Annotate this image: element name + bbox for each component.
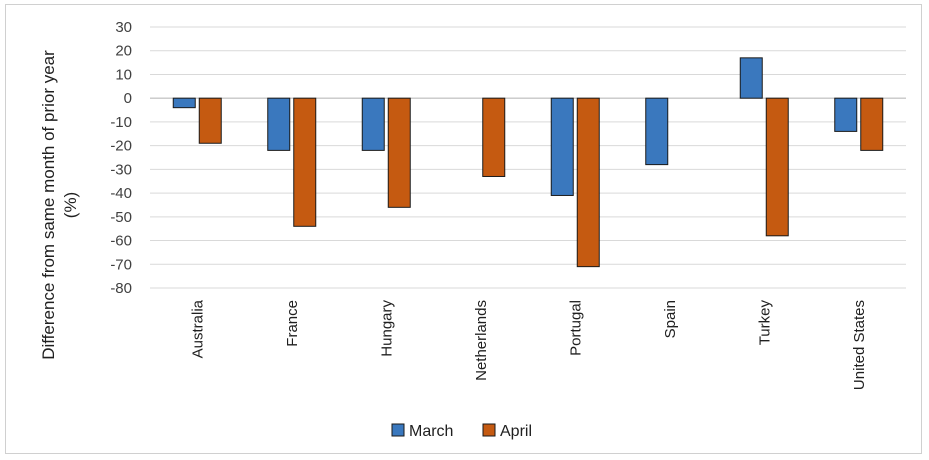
legend-label-april: April <box>500 423 532 440</box>
y-axis-label-line2: (%) <box>61 192 80 218</box>
x-category-label: United States <box>851 300 868 390</box>
x-category-label: France <box>284 300 301 347</box>
legend-label-march: March <box>409 423 453 440</box>
x-axis-categories: Australia France Hungary Netherlands Portuga… <box>189 299 868 390</box>
bar-april-united-states <box>860 97 884 151</box>
bar-april-australia <box>198 97 222 144</box>
y-tick-label: -70 <box>110 256 132 273</box>
bar-april-hungary <box>387 97 411 208</box>
y-tick-label: 0 <box>124 90 132 107</box>
gridlines <box>150 26 906 289</box>
y-axis-label-line1: Difference from same month of prior year <box>39 50 58 360</box>
bar-march-portugal <box>550 97 574 196</box>
bar-march-france <box>267 97 291 151</box>
legend: March April <box>391 423 532 440</box>
x-category-label: Netherlands <box>473 300 490 381</box>
y-tick-label: -50 <box>110 209 132 226</box>
bar-march-united-states <box>834 97 858 132</box>
x-category-label: Australia <box>189 299 206 358</box>
y-tick-label: -20 <box>110 138 132 155</box>
bar-april-netherlands <box>482 97 506 177</box>
x-category-label: Spain <box>662 300 679 338</box>
y-tick-label: 20 <box>115 43 132 60</box>
y-tick-label: 30 <box>115 19 132 36</box>
bar-march-spain <box>645 97 669 166</box>
legend-swatch-march <box>391 423 405 437</box>
bar-march-australia <box>172 97 196 109</box>
y-tick-label: 10 <box>115 66 132 83</box>
y-tick-label: -60 <box>110 233 132 250</box>
bars <box>172 57 884 268</box>
bar-march-hungary <box>361 97 385 151</box>
x-category-label: Turkey <box>756 300 773 346</box>
x-category-label: Portugal <box>567 300 584 356</box>
y-tick-label: -80 <box>110 280 132 297</box>
y-tick-label: -30 <box>110 161 132 178</box>
y-tick-label: -40 <box>110 185 132 202</box>
bar-april-france <box>293 97 317 227</box>
bar-april-turkey <box>765 97 789 237</box>
y-axis-ticks: 30 20 10 0 -10 -20 -30 -40 -50 -60 -70 -80 <box>110 19 132 297</box>
legend-swatch-april <box>482 423 496 437</box>
x-category-label: Hungary <box>378 300 395 357</box>
bar-april-portugal <box>576 97 600 268</box>
y-tick-label: -10 <box>110 114 132 131</box>
bar-march-turkey <box>739 57 763 99</box>
